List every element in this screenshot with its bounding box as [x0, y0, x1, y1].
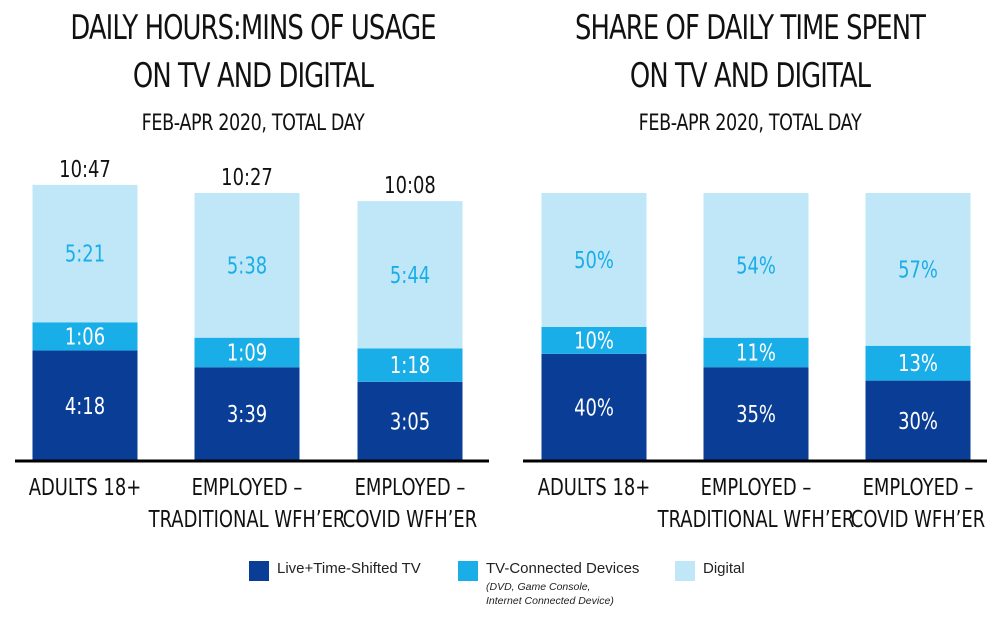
- right-data-label-tv-connected-2: 11%: [736, 339, 776, 366]
- left-bar-digital-3: [357, 201, 463, 349]
- left-data-label-tv-connected-2: 1:09: [227, 339, 267, 366]
- right-data-label-live-tv-3: 30%: [898, 408, 938, 435]
- left-chart-title-line1: DAILY HOURS:MINS OF USAGE: [70, 8, 436, 48]
- right-bar-live-tv-3: [865, 380, 971, 461]
- left-total-label-1: 10:47: [59, 156, 111, 183]
- right-chart-title-line1: SHARE OF DAILY TIME SPENT: [574, 8, 926, 48]
- left-bar-live-tv-3: [357, 381, 463, 461]
- right-bar-live-tv-2: [703, 367, 809, 461]
- right-bar-digital-3: [865, 193, 971, 346]
- right-bar-tv-connected-3: [865, 345, 971, 381]
- left-bar-live-tv-2: [194, 367, 300, 461]
- right-chart-title-line2: ON TV AND DIGITAL: [629, 56, 871, 96]
- left-data-label-tv-connected-1: 1:06: [65, 323, 105, 350]
- left-category-label-3-line1: EMPLOYED –: [355, 474, 466, 501]
- legend-swatch-tv-connected: [458, 561, 478, 581]
- left-chart-title-line2: ON TV AND DIGITAL: [132, 56, 374, 96]
- right-data-label-tv-connected-1: 10%: [574, 327, 614, 354]
- left-category-label-2-line1: EMPLOYED –: [192, 474, 303, 501]
- right-data-label-digital-3: 57%: [898, 256, 938, 283]
- left-data-label-digital-1: 5:21: [65, 240, 105, 267]
- right-bar-digital-1: [541, 193, 647, 327]
- legend-label-digital: Digital: [703, 560, 745, 577]
- right-chart-subtitle: FEB-APR 2020, TOTAL DAY: [638, 111, 862, 136]
- right-category-label-2-line2: TRADITIONAL WFH’ER: [657, 506, 855, 533]
- left-total-label-3: 10:08: [384, 172, 436, 199]
- left-category-label-3-line2: COVID WFH’ER: [343, 506, 477, 533]
- left-bar-tv-connected-3: [357, 348, 463, 382]
- right-data-label-live-tv-1: 40%: [574, 394, 614, 421]
- left-bar-digital-2: [194, 192, 300, 338]
- left-data-label-live-tv-3: 3:05: [390, 408, 430, 435]
- right-data-label-live-tv-2: 35%: [736, 401, 776, 428]
- legend-swatch-live-tv: [249, 561, 269, 581]
- right-category-label-3-line1: EMPLOYED –: [863, 474, 974, 501]
- legend-note-tv-connected-line2: Internet Connected Device): [486, 595, 614, 607]
- left-data-label-tv-connected-3: 1:18: [390, 352, 430, 379]
- right-category-label-1-line1: ADULTS 18+: [538, 474, 651, 501]
- right-data-label-digital-2: 54%: [736, 252, 776, 279]
- left-category-label-1-line1: ADULTS 18+: [29, 474, 142, 501]
- right-data-label-tv-connected-3: 13%: [898, 350, 938, 377]
- right-bar-digital-2: [703, 193, 809, 338]
- legend-swatch-digital: [675, 561, 695, 581]
- right-bar-tv-connected-1: [541, 327, 647, 354]
- left-chart-subtitle: FEB-APR 2020, TOTAL DAY: [141, 111, 365, 136]
- left-category-label-2-line2: TRADITIONAL WFH’ER: [148, 506, 346, 533]
- left-bar-live-tv-1: [32, 350, 138, 461]
- right-category-label-3-line2: COVID WFH’ER: [851, 506, 985, 533]
- left-data-label-live-tv-1: 4:18: [65, 393, 105, 420]
- legend-note-tv-connected-line1: (DVD, Game Console,: [486, 581, 591, 593]
- left-data-label-live-tv-2: 3:39: [227, 401, 267, 428]
- left-bar-digital-1: [32, 184, 138, 323]
- left-bar-tv-connected-1: [32, 322, 138, 351]
- chart-legend: Live+Time-Shifted TV TV-Connected Device…: [0, 554, 1003, 614]
- left-bar-chart: 4:18 1:06 5:21 10:47 ADULTS 18+ 3:39 1:09 5:38 1…: [15, 156, 987, 533]
- left-total-label-2: 10:27: [221, 164, 273, 191]
- left-bar-tv-connected-2: [194, 337, 300, 368]
- right-bar-live-tv-1: [541, 353, 647, 461]
- right-data-label-digital-1: 50%: [574, 247, 614, 274]
- left-data-label-digital-3: 5:44: [390, 262, 430, 289]
- legend-label-live-tv: Live+Time-Shifted TV: [277, 560, 421, 577]
- right-category-label-2-line1: EMPLOYED –: [701, 474, 812, 501]
- right-bar-tv-connected-2: [703, 337, 809, 368]
- left-data-label-digital-2: 5:38: [227, 252, 267, 279]
- legend-label-tv-connected: TV-Connected Devices: [486, 560, 640, 577]
